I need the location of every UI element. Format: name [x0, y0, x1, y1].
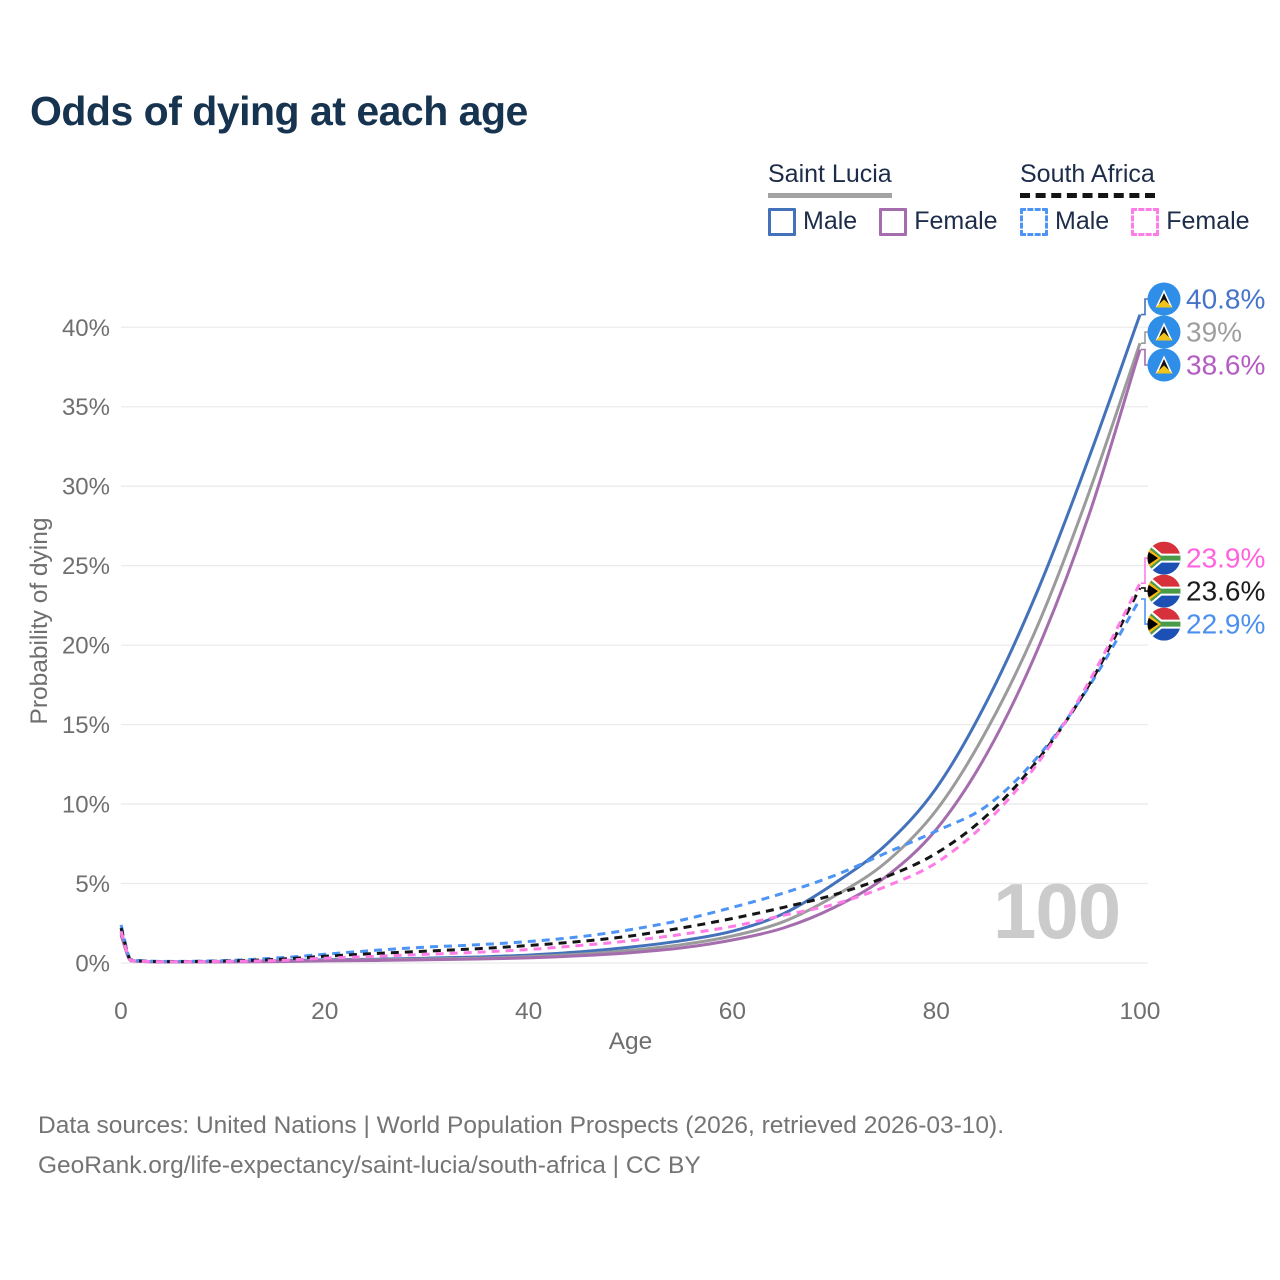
- legend-label-saint-lucia-male[interactable]: Male: [803, 207, 858, 235]
- legend-label-south-africa-male[interactable]: Male: [1055, 207, 1110, 235]
- legend-swatch-saint-lucia-male[interactable]: [768, 207, 796, 236]
- saint-lucia-flag-icon: [1147, 282, 1181, 316]
- footer: Data sources: United Nations | World Pop…: [38, 1106, 1004, 1186]
- y-tick-label-15: 15%: [62, 712, 110, 739]
- series-line-south-africa-both-sexes[interactable]: [119, 587, 1142, 964]
- end-label-saint-lucia-male: 40.8%: [1141, 282, 1265, 316]
- x-tick-label-40: 40: [515, 998, 542, 1025]
- series-line-south-africa-male[interactable]: [119, 598, 1142, 963]
- series-line-south-africa-female[interactable]: [119, 582, 1142, 964]
- south-africa-flag-icon: [1147, 541, 1181, 575]
- age-annotation: 100: [993, 867, 1121, 955]
- end-label-south-africa-both-sexes: 23.6%: [1141, 574, 1265, 608]
- x-tick-label-20: 20: [311, 998, 338, 1025]
- legend-swatch-south-africa-male[interactable]: [1020, 207, 1048, 236]
- legend-group-title-wrap: South Africa: [1020, 160, 1155, 198]
- end-label-value: 39%: [1186, 317, 1242, 348]
- end-label-connector: [1141, 298, 1148, 316]
- saint-lucia-flag-icon: [1147, 315, 1181, 349]
- legend-group-title-wrap: Saint Lucia: [768, 160, 892, 198]
- legend-line-style-sample-solid: [768, 193, 892, 198]
- end-label-saint-lucia-female: 38.6%: [1141, 348, 1265, 382]
- legend-group-title: Saint Lucia: [768, 160, 892, 188]
- south-africa-flag-icon: [1147, 607, 1181, 641]
- x-tick-label-0: 0: [114, 998, 128, 1025]
- footer-attribution-line: GeoRank.org/life-expectancy/saint-lucia/…: [38, 1152, 701, 1179]
- end-label-value: 23.6%: [1186, 576, 1265, 607]
- x-tick-label-80: 80: [923, 998, 950, 1025]
- legend-label-saint-lucia-female[interactable]: Female: [914, 207, 998, 235]
- legend-swatch-saint-lucia-female[interactable]: [879, 207, 908, 236]
- legend-group-title: South Africa: [1020, 160, 1155, 188]
- end-label-connector: [1141, 331, 1148, 344]
- legend-label-south-africa-female[interactable]: Female: [1166, 207, 1250, 235]
- y-tick-label-35: 35%: [62, 394, 110, 421]
- end-label-value: 40.8%: [1186, 284, 1265, 315]
- y-tick-label-20: 20%: [62, 633, 110, 660]
- legend-items-row: Male Female: [768, 207, 1020, 236]
- y-tick-label-5: 5%: [75, 871, 110, 898]
- end-label-connector: [1141, 348, 1148, 366]
- end-label-saint-lucia-both-sexes: 39%: [1141, 315, 1242, 349]
- end-label-value: 23.9%: [1186, 543, 1265, 574]
- x-tick-label-100: 100: [1120, 998, 1161, 1025]
- y-tick-label-10: 10%: [62, 792, 110, 819]
- end-label-connector: [1141, 557, 1148, 584]
- y-tick-label-25: 25%: [62, 553, 110, 580]
- y-axis-title: Probability of dying: [26, 517, 53, 724]
- series-line-saint-lucia-male[interactable]: [119, 314, 1142, 964]
- legend-group-saint-lucia: Saint Lucia Male Female: [768, 160, 1020, 236]
- x-tick-label-60: 60: [719, 998, 746, 1025]
- y-tick-label-0: 0%: [75, 951, 110, 978]
- y-tick-label-40: 40%: [62, 315, 110, 342]
- x-axis-title: Age: [609, 1028, 653, 1055]
- y-tick-label-30: 30%: [62, 474, 110, 501]
- series-line-saint-lucia-both-sexes[interactable]: [119, 342, 1142, 964]
- end-label-connector: [1141, 587, 1148, 592]
- legend-line-style-sample-dashed: [1020, 193, 1155, 198]
- south-africa-flag-icon: [1147, 574, 1181, 608]
- end-label-connector: [1141, 598, 1148, 625]
- legend-swatch-south-africa-female[interactable]: [1131, 207, 1160, 236]
- saint-lucia-flag-icon: [1147, 348, 1181, 382]
- series-line-saint-lucia-female[interactable]: [119, 349, 1142, 964]
- footer-sources-line: Data sources: United Nations | World Pop…: [38, 1112, 1005, 1139]
- legend-group-south-africa: South Africa Male Female: [1020, 160, 1272, 236]
- end-label-south-africa-male: 22.9%: [1141, 598, 1265, 641]
- end-label-value: 38.6%: [1186, 350, 1265, 381]
- legend-items-row: Male Female: [1020, 207, 1272, 236]
- end-label-value: 22.9%: [1186, 609, 1265, 640]
- page-title: Odds of dying at each age: [30, 88, 528, 134]
